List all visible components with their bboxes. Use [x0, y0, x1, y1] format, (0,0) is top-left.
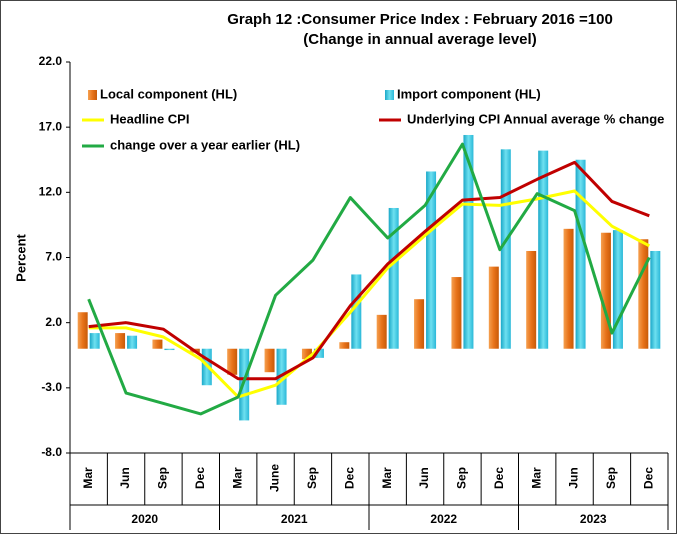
chart-title: Graph 12 :Consumer Price Index : Februar…: [227, 11, 613, 28]
bar: [414, 299, 425, 349]
bar: [351, 274, 362, 349]
bar: [115, 333, 126, 349]
year-label: 2020: [131, 512, 158, 526]
x-tick-label: Sep: [156, 467, 170, 489]
y-axis-label: Percent: [13, 233, 28, 281]
bar: [313, 348, 324, 358]
year-label: 2022: [430, 512, 457, 526]
x-tick-label: Dec: [641, 467, 655, 489]
x-tick-label: Dec: [492, 467, 506, 489]
bar: [451, 277, 462, 349]
year-label: 2023: [580, 512, 607, 526]
line-series: [88, 160, 650, 381]
bar: [612, 230, 623, 349]
legend-label: Import component (HL): [397, 86, 541, 101]
bar: [388, 207, 399, 349]
y-tick-label: 22.0: [39, 54, 63, 68]
x-tick-label: Dec: [342, 467, 356, 489]
legend-swatch: [385, 90, 394, 100]
x-tick-label: Jun: [567, 467, 581, 488]
legend-swatch: [88, 90, 97, 100]
x-tick-label: Jun: [118, 467, 132, 488]
y-tick-label: 17.0: [39, 119, 63, 133]
bar: [600, 232, 611, 349]
bar: [463, 134, 474, 349]
y-tick-label: 12.0: [39, 185, 63, 199]
bar: [152, 339, 163, 349]
bar: [164, 348, 175, 351]
x-tick-label: Sep: [455, 467, 469, 489]
bar: [638, 239, 649, 349]
bar: [575, 159, 586, 349]
bar: [563, 228, 574, 349]
bar: [77, 312, 88, 349]
legend-label: Underlying CPI Annual average % change: [407, 111, 664, 126]
bar: [89, 333, 100, 349]
chart-subtitle: (Change in annual average level): [303, 31, 536, 48]
x-tick-label: Jun: [417, 467, 431, 488]
y-tick-label: -8.0: [41, 445, 62, 459]
legend-label: Local component (HL): [100, 86, 237, 101]
year-label: 2021: [281, 512, 308, 526]
bar: [538, 150, 549, 349]
legend-label: Headline CPI: [110, 111, 189, 126]
x-tick-label: Dec: [193, 467, 207, 489]
bar: [376, 314, 387, 349]
x-tick-label: Sep: [604, 467, 618, 489]
x-tick-label: Sep: [305, 467, 319, 489]
bar: [227, 348, 238, 375]
y-tick-label: 7.0: [45, 250, 62, 264]
bar: [526, 250, 537, 349]
y-tick-label: -3.0: [41, 380, 62, 394]
x-tick-label: Mar: [230, 467, 244, 489]
bar: [650, 250, 661, 349]
line-series: [87, 142, 651, 416]
bar: [426, 171, 437, 349]
bar: [264, 348, 275, 373]
bar: [339, 342, 350, 349]
x-tick-label: Mar: [380, 467, 394, 489]
line-series: [88, 189, 651, 399]
bar: [301, 348, 312, 360]
bar: [488, 266, 499, 349]
legend-label: change over a year earlier (HL): [110, 137, 300, 152]
x-tick-label: Mar: [81, 467, 95, 489]
bar: [500, 149, 511, 349]
x-tick-label: June: [268, 464, 282, 492]
y-tick-label: 2.0: [45, 315, 62, 329]
x-tick-label: Mar: [529, 467, 543, 489]
bar: [127, 335, 138, 349]
